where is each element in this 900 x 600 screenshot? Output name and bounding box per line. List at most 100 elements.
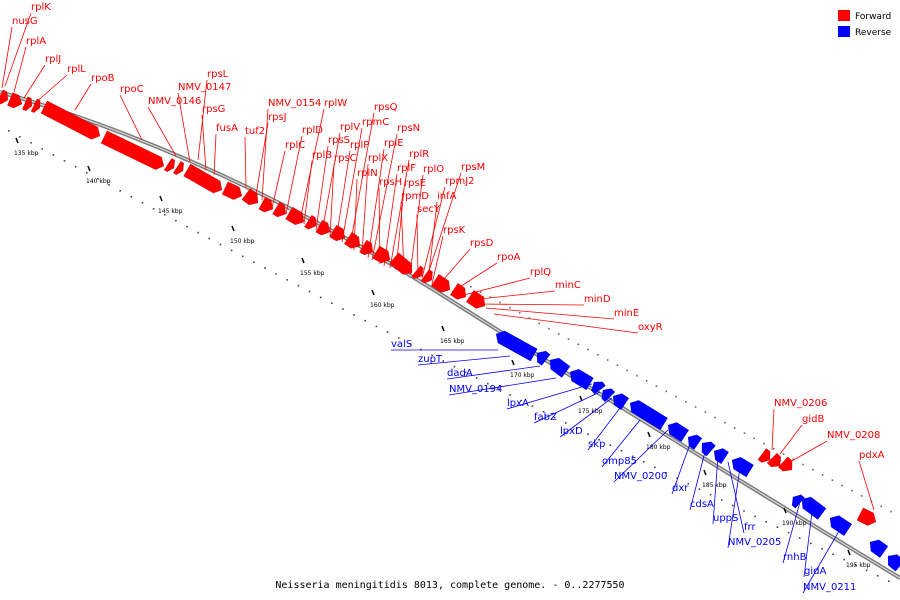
- forward-gene-leader: [303, 160, 313, 225]
- scale-dot: [52, 154, 55, 156]
- reverse-gene-arrow: [887, 554, 900, 572]
- reverse-gene-leader: [727, 467, 741, 549]
- scale-dot: [676, 477, 678, 480]
- scale-dot: [375, 325, 378, 328]
- forward-gene-label: rpsD: [470, 238, 494, 249]
- scale-dot-upper: [831, 479, 834, 482]
- forward-gene-leader: [469, 290, 556, 301]
- backbone-line: [0, 90, 900, 580]
- scale-dot: [798, 537, 801, 539]
- forward-gene-arrow-shape: [430, 273, 451, 293]
- scale-dot: [219, 243, 222, 246]
- reverse-gene-arrow: [591, 381, 606, 395]
- forward-gene-arrow: [258, 196, 274, 213]
- forward-gene-arrow-lower: [856, 507, 877, 526]
- scale-dot: [319, 296, 322, 299]
- reverse-gene-arrow-shape: [495, 330, 538, 362]
- forward-gene-label: tuf2: [245, 126, 265, 137]
- scale-dot: [631, 455, 634, 458]
- legend-label-forward: Forward: [855, 12, 891, 22]
- reverse-gene-arrow: [731, 456, 754, 478]
- forward-gene-leader: [493, 313, 639, 334]
- scale-dot-upper: [577, 343, 580, 346]
- forward-gene-label: rpsL: [207, 69, 229, 80]
- forward-gene-arrow: [389, 252, 413, 275]
- reverse-gene-leader: [417, 355, 511, 366]
- scale-dot-upper: [782, 453, 785, 455]
- scale-dot: [152, 207, 155, 210]
- forward-gene-arrow-shape: [389, 252, 413, 275]
- label-leaders: [1, 12, 875, 594]
- reverse-gene-label: NMV_0211: [803, 582, 856, 593]
- forward-gene-label: nusG: [12, 16, 38, 27]
- forward-gene-lower-label: NMV_0208: [827, 430, 880, 441]
- forward-gene-label: rpsC: [334, 153, 357, 164]
- scale-dot: [119, 190, 121, 192]
- forward-gene-label: rplB: [312, 150, 332, 161]
- reverse-gene-arrow-shape: [667, 422, 690, 443]
- reverse-gene-arrow: [713, 448, 730, 465]
- forward-gene-leader: [427, 201, 438, 283]
- scale-dot: [843, 558, 846, 561]
- forward-gene-leader: [371, 133, 398, 261]
- reverse-gene-leader: [727, 461, 745, 534]
- reverse-gene-leader: [803, 511, 813, 578]
- scale-dot-upper: [880, 505, 883, 508]
- forward-gene-label: minC: [555, 280, 581, 291]
- scale-dot: [888, 580, 890, 582]
- scale-dot: [832, 553, 834, 556]
- legend: Forward Reverse: [838, 10, 892, 38]
- forward-gene-leader: [271, 150, 286, 209]
- scale-dot: [297, 284, 300, 287]
- forward-gene-label: NMV_0154: [268, 98, 321, 109]
- forward-gene-label: rpoB: [91, 73, 115, 84]
- forward-gene-arrow-lower-shape: [778, 456, 793, 472]
- scale-tick-11: [783, 507, 787, 514]
- forward-gene-leader: [74, 83, 92, 111]
- forward-gene-arrow-lower-shape: [766, 452, 782, 468]
- scale-dot: [709, 493, 712, 496]
- reverse-gene-arrow: [495, 330, 538, 362]
- forward-gene-arrow: [30, 98, 41, 113]
- forward-gene-label: rplO: [423, 164, 444, 175]
- scale-dot-upper: [616, 364, 619, 367]
- forward-gene-label: secY: [417, 204, 441, 215]
- reverse-gene-arrow: [612, 393, 630, 411]
- scale-dot-upper: [499, 301, 501, 304]
- reverse-gene-arrow-shape: [731, 456, 754, 478]
- forward-gene-arrow-shape: [272, 201, 287, 218]
- scale-dot: [353, 314, 355, 316]
- forward-gene-leader: [361, 163, 369, 255]
- map-title: Neisseria meningitidis 8013, complete ge…: [275, 580, 624, 591]
- scale-tick-7: [511, 359, 515, 366]
- gene-arrows: [0, 89, 900, 572]
- scale-tick-2: [159, 195, 163, 202]
- forward-gene-label: rplC: [285, 140, 305, 151]
- reverse-gene-label: valS: [391, 339, 412, 350]
- scale-dot: [720, 499, 723, 501]
- scale-dot-upper: [792, 458, 795, 461]
- forward-gene-arrow-shape: [411, 265, 424, 280]
- scale-dot: [665, 471, 667, 474]
- forward-gene-label: rpsK: [443, 225, 466, 236]
- forward-gene-arrow: [372, 245, 391, 264]
- reverse-gene-label: dxr: [672, 483, 689, 494]
- reverse-gene-label: NMV_0205: [728, 537, 781, 548]
- reverse-gene-leader: [613, 429, 669, 483]
- reverse-gene-leader: [559, 397, 613, 438]
- scale-dot: [732, 504, 734, 507]
- scale-dot: [598, 438, 600, 441]
- forward-gene-label: rpmC: [362, 117, 389, 128]
- scale-dot: [642, 460, 645, 463]
- scale-dot: [108, 184, 110, 186]
- genome-backbone: [0, 90, 900, 580]
- scale-dot: [342, 308, 344, 310]
- scale-dot: [230, 249, 233, 252]
- reverse-gene-label: zupT: [418, 354, 443, 365]
- forward-gene-label: rplV: [340, 122, 360, 133]
- scale-dot-upper: [753, 437, 756, 440]
- scale-dot-upper: [548, 327, 550, 330]
- forward-gene-lower-leader: [779, 424, 803, 455]
- scale-dot: [30, 142, 32, 144]
- scale-dot-upper: [665, 390, 668, 393]
